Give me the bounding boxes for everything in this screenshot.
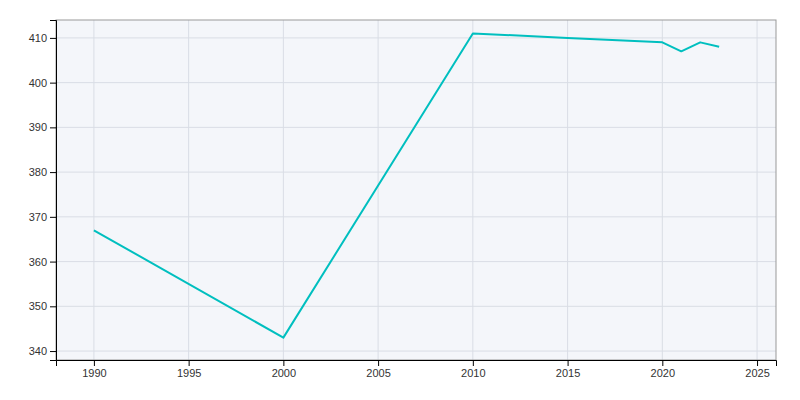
x-tick-label: 1995 — [177, 367, 201, 379]
x-tick: 2010 — [461, 360, 485, 379]
y-tick: 340 — [29, 345, 56, 357]
x-tick-mark — [568, 360, 569, 366]
x-tick-mark — [473, 360, 474, 366]
plot-frame — [56, 20, 776, 360]
y-tick-mark — [50, 83, 56, 84]
grid-line-y — [56, 351, 776, 352]
y-tick-mark — [50, 38, 56, 39]
grid-line-y — [56, 127, 776, 128]
y-tick: 350 — [29, 300, 56, 312]
grid-line-y — [56, 306, 776, 307]
y-tick: 390 — [29, 121, 56, 133]
grid — [56, 20, 776, 360]
x-tick-label: 2005 — [366, 367, 390, 379]
grid-line-y — [56, 37, 776, 38]
y-tick-mark — [50, 351, 56, 352]
y-tick-mark — [50, 262, 56, 263]
x-tick-mark — [283, 360, 284, 366]
x-tick-label: 2025 — [745, 367, 769, 379]
grid-line-x — [757, 20, 758, 360]
y-tick-label: 400 — [29, 77, 47, 89]
x-tick: 1995 — [177, 360, 201, 379]
line — [94, 33, 719, 337]
x-tick: 2015 — [556, 360, 580, 379]
x-tick-label: 2020 — [651, 367, 675, 379]
grid-line-x — [567, 20, 568, 360]
y-tick: 380 — [29, 166, 56, 178]
x-tick: 2005 — [366, 360, 390, 379]
y-tick-label: 340 — [29, 345, 47, 357]
grid-line-x — [662, 20, 663, 360]
x-tick: 2020 — [651, 360, 675, 379]
grid-line-y — [56, 82, 776, 83]
x-tick: 2025 — [745, 360, 769, 379]
y-tick: 370 — [29, 211, 56, 223]
x-tick-mark — [757, 360, 758, 366]
x-tick-mark — [662, 360, 663, 366]
x-tick-mark — [378, 360, 379, 366]
grid-line-x — [283, 20, 284, 360]
y-tick: 400 — [29, 77, 56, 89]
y-tick-label: 360 — [29, 256, 47, 268]
y-tick-label: 350 — [29, 300, 47, 312]
y-tick-mark — [50, 172, 56, 173]
y-axis-line — [50, 21, 57, 361]
grid-line-y — [56, 172, 776, 173]
y-tick-label: 410 — [29, 32, 47, 44]
y-tick-label: 380 — [29, 166, 47, 178]
grid-line-x — [188, 20, 189, 360]
grid-line-y — [56, 216, 776, 217]
grid-line-y — [56, 261, 776, 262]
marks — [94, 33, 719, 337]
y-tick: 410 — [29, 32, 56, 44]
x-tick: 1990 — [82, 360, 106, 379]
grid-line-x — [93, 20, 94, 360]
grid-line-x — [472, 20, 473, 360]
x-tick-mark — [189, 360, 190, 366]
y-tick-mark — [50, 306, 56, 307]
x-tick-label: 1990 — [82, 367, 106, 379]
y-axis: 340 350 360 370 380 390 400 410 — [29, 21, 57, 361]
plot-background — [56, 20, 776, 360]
x-tick-mark — [94, 360, 95, 366]
x-tick-label: 2015 — [556, 367, 580, 379]
y-tick-label: 370 — [29, 211, 47, 223]
grid-line-x — [378, 20, 379, 360]
y-tick-mark — [50, 127, 56, 128]
x-tick: 2000 — [272, 360, 296, 379]
x-axis: 1990 1995 2000 2005 2010 2015 2020 2025 — [57, 360, 777, 379]
y-tick: 360 — [29, 256, 56, 268]
plot: 1990 1995 2000 2005 2010 2015 2020 2025 340 350 36… — [29, 20, 777, 379]
chart: 1990 1995 2000 2005 2010 2015 2020 2025 340 350 36… — [0, 0, 800, 400]
x-tick-label: 2010 — [461, 367, 485, 379]
x-axis-line — [57, 361, 777, 367]
y-tick-label: 390 — [29, 121, 47, 133]
x-tick-label: 2000 — [272, 367, 296, 379]
y-tick-mark — [50, 217, 56, 218]
